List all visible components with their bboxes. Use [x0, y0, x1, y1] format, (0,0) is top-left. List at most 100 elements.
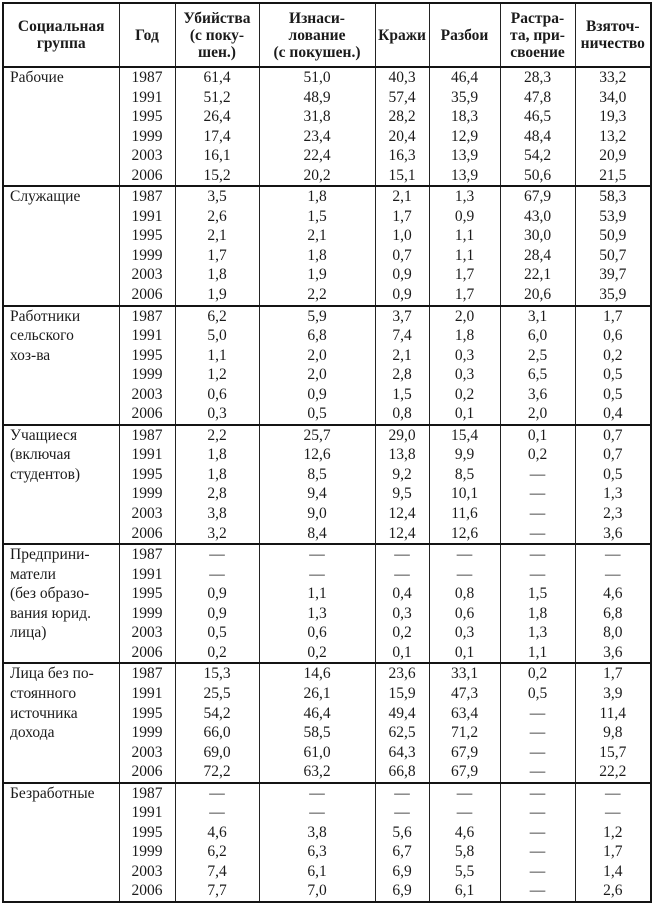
value-cell: 23,6	[374, 663, 430, 684]
group-section: Учащиеся (включая студентов) 1987 2,2 25,7 2…	[2, 424, 652, 545]
value-cell: 33,2	[574, 67, 652, 88]
value-cell: —	[174, 803, 260, 823]
group-section: Рабочие 1987 61,4 51,0 40,3 46,4 28,3 33,2 1991 5…	[2, 67, 652, 187]
value-cell: 1,5	[499, 584, 576, 604]
year-cell: 1999	[118, 842, 176, 862]
value-cell: 1,5	[258, 206, 376, 227]
group-section: Служащие 1987 3,5 1,8 2,1 1,3 67,9 58,3 1991 2,6 1…	[2, 186, 652, 306]
value-cell: —	[499, 803, 576, 823]
year-cell: 1999	[118, 723, 176, 743]
value-cell: 26,4	[174, 107, 260, 127]
value-cell: 0,1	[428, 642, 501, 664]
table-row: Предприни- матели (без образо- вания юри…	[2, 544, 652, 664]
value-cell: 0,1	[374, 642, 430, 664]
value-cell: —	[258, 544, 376, 565]
table-row: 2006 3,2 8,4 12,4 12,6—3,6	[3, 523, 652, 545]
year-cell: 2003	[118, 742, 176, 763]
value-cell: 22,2	[574, 762, 652, 783]
value-cell: 13,9	[428, 165, 501, 187]
table-row: 2003 7,4 6,1 6,9 5,5—1,4	[3, 861, 652, 882]
value-cell: 1,7	[428, 285, 501, 306]
value-cell: —	[499, 861, 576, 882]
value-cell: —	[428, 782, 501, 804]
table-row: 2003 69,0 61,0 64,3 67,9—15,7	[3, 742, 652, 763]
value-cell: 7,7	[174, 881, 260, 902]
value-cell: 3,2	[174, 523, 260, 545]
value-cell: 0,9	[258, 384, 376, 405]
value-cell: 1,4	[574, 861, 652, 882]
year-cell: 1999	[118, 365, 176, 385]
value-cell: 1,9	[174, 285, 260, 306]
value-cell: 49,4	[374, 703, 430, 724]
value-cell: 54,2	[499, 146, 576, 166]
value-cell: 20,9	[574, 146, 652, 166]
value-cell: 1,9	[258, 265, 376, 286]
value-cell: 1,3	[428, 186, 501, 207]
value-cell: 3,8	[174, 504, 260, 524]
group-section: Работники сельского хоз-ва 1987 6,2 5,9 3,7 2…	[2, 305, 652, 425]
value-cell: 0,6	[428, 603, 501, 624]
group-name-cell: Учащиеся (включая студентов)	[2, 424, 120, 545]
value-cell: 3,1	[499, 305, 576, 327]
table-row: 1995 4,6 3,8 5,6 4,6—1,2	[3, 822, 652, 843]
group-name-cell: Работники сельского хоз-ва	[2, 305, 120, 425]
value-cell: 0,9	[374, 265, 430, 286]
table-row: 1995 1,8 8,5 9,2 8,5—0,5	[3, 464, 652, 485]
value-cell: 9,8	[574, 723, 652, 743]
value-cell: —	[374, 544, 430, 565]
value-cell: 0,5	[258, 404, 376, 425]
value-cell: 9,0	[258, 504, 376, 524]
value-cell: 2,1	[374, 186, 430, 207]
value-cell: 15,1	[374, 165, 430, 187]
value-cell: 2,2	[174, 424, 260, 446]
value-cell: 1,8	[499, 603, 576, 624]
value-cell: 13,8	[374, 445, 430, 465]
table-header-row: Социальная группа Год Убийства (с поку- ше…	[2, 3, 652, 67]
value-cell: 0,6	[258, 623, 376, 643]
value-cell: 31,8	[258, 107, 376, 127]
value-cell: 2,0	[258, 365, 376, 385]
table-row: 1991 25,5 26,1 15,9 47,3 0,5 3,9	[3, 683, 652, 704]
value-cell: 1,1	[258, 584, 376, 604]
value-cell: 0,7	[574, 445, 652, 465]
group-section: Лица без по- стоянного источника дохода 1…	[2, 663, 652, 783]
value-cell: 9,4	[258, 484, 376, 505]
year-cell: 1991	[118, 803, 176, 823]
value-cell: 71,2	[428, 723, 501, 743]
value-cell: —	[499, 842, 576, 862]
value-cell: 0,2	[258, 642, 376, 664]
value-cell: 48,9	[258, 87, 376, 108]
value-cell: 13,2	[574, 126, 652, 147]
value-cell: 9,5	[374, 484, 430, 505]
value-cell: —	[499, 782, 576, 804]
value-cell: 1,3	[499, 623, 576, 643]
value-cell: 20,4	[374, 126, 430, 147]
value-cell: 0,2	[499, 663, 576, 684]
value-cell: 46,5	[499, 107, 576, 127]
table-row: 1999 6,2 6,3 6,7 5,8—1,7	[3, 842, 652, 862]
value-cell: —	[574, 564, 652, 585]
year-cell: 1999	[118, 245, 176, 266]
value-cell: —	[174, 782, 260, 804]
value-cell: 0,9	[374, 285, 430, 306]
year-cell: 1995	[118, 822, 176, 843]
value-cell: 0,5	[574, 365, 652, 385]
value-cell: 63,4	[428, 703, 501, 724]
value-cell: 16,1	[174, 146, 260, 166]
value-cell: 1,5	[374, 384, 430, 405]
value-cell: 2,1	[374, 345, 430, 366]
value-cell: 28,3	[499, 67, 576, 88]
value-cell: 1,7	[374, 206, 430, 227]
value-cell: 0,9	[428, 206, 501, 227]
year-cell: 1995	[118, 226, 176, 246]
value-cell: 23,4	[258, 126, 376, 147]
value-cell: 0,5	[574, 464, 652, 485]
value-cell: 1,8	[174, 464, 260, 485]
value-cell: 29,0	[374, 424, 430, 446]
value-cell: 2,6	[174, 206, 260, 227]
value-cell: 2,6	[574, 881, 652, 902]
table-row: 2006 15,2 20,2 15,1 13,9 50,6 21,5	[3, 165, 652, 187]
value-cell: 15,9	[374, 683, 430, 704]
value-cell: 34,0	[574, 87, 652, 108]
table-row: 1999 2,8 9,4 9,5 10,1—1,3	[3, 484, 652, 505]
